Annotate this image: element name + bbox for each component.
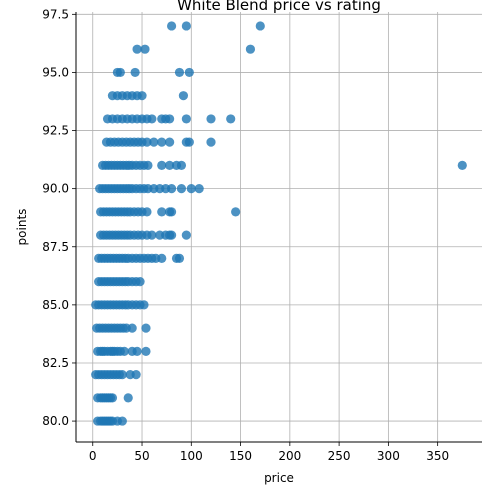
y-axis-label: points [15,209,29,246]
x-tick-label: 250 [328,449,351,463]
ticks-layer: 0 50 100 150 200 250 300 350 80.0 82.5 85.0 87.5 90.… [42,7,449,463]
data-point [119,346,129,356]
data-point [206,137,216,147]
data-point [186,184,196,194]
data-point [157,253,167,263]
data-point [176,184,187,194]
data-point [166,21,177,31]
data-point [149,137,159,147]
x-tick-label: 50 [134,449,149,463]
data-point [147,114,157,124]
data-point [135,277,145,287]
data-point [181,114,191,124]
data-point [127,323,137,333]
data-point [206,114,216,124]
y-tick-label: 90.0 [42,182,69,196]
data-point [141,323,151,333]
data-point [123,393,133,403]
data-point [117,369,127,380]
data-point [165,137,175,147]
data-point [132,44,142,54]
data-point [184,137,194,147]
points-layer [91,21,467,426]
y-tick-label: 87.5 [42,240,69,254]
y-tick-label: 97.5 [42,7,69,21]
data-point [226,114,236,124]
data-point [174,253,185,263]
data-point [176,160,187,171]
data-point [166,230,177,240]
data-point [245,44,256,54]
data-point [174,67,185,78]
data-point [194,184,204,194]
data-point [178,91,189,101]
data-point [181,21,191,31]
data-point [137,91,147,101]
data-point [142,207,152,217]
x-tick-label: 200 [278,449,301,463]
x-tick-label: 150 [229,449,252,463]
data-point [117,416,127,426]
data-point [157,207,167,217]
data-point [142,137,152,147]
data-point [181,230,191,240]
data-point [141,346,151,356]
x-tick-label: 300 [377,449,400,463]
y-tick-label: 82.5 [42,356,69,370]
data-point [139,300,149,310]
data-point [143,160,153,171]
y-tick-label: 85.0 [42,298,69,312]
data-point [140,44,150,54]
x-tick-label: 100 [180,449,203,463]
data-point [165,114,175,124]
x-tick-label: 0 [89,449,97,463]
data-point [166,207,177,217]
data-point [157,137,167,147]
y-tick-label: 92.5 [42,124,69,138]
data-point [147,230,157,240]
data-point [131,369,141,380]
chart-title: White Blend price vs rating [177,0,381,14]
data-point [231,207,241,217]
data-point [132,346,142,356]
data-point [166,184,177,194]
data-point [255,21,265,31]
data-point [184,67,194,78]
y-tick-label: 95.0 [42,65,69,79]
x-tick-label: 350 [426,449,449,463]
axes-layer [75,12,482,443]
data-point [115,67,125,78]
data-point [107,393,118,403]
data-point [457,160,467,171]
data-point [157,160,167,171]
y-tick-label: 80.0 [42,414,69,428]
data-point [165,160,175,171]
data-point [130,67,140,78]
x-axis-label: price [264,471,294,485]
